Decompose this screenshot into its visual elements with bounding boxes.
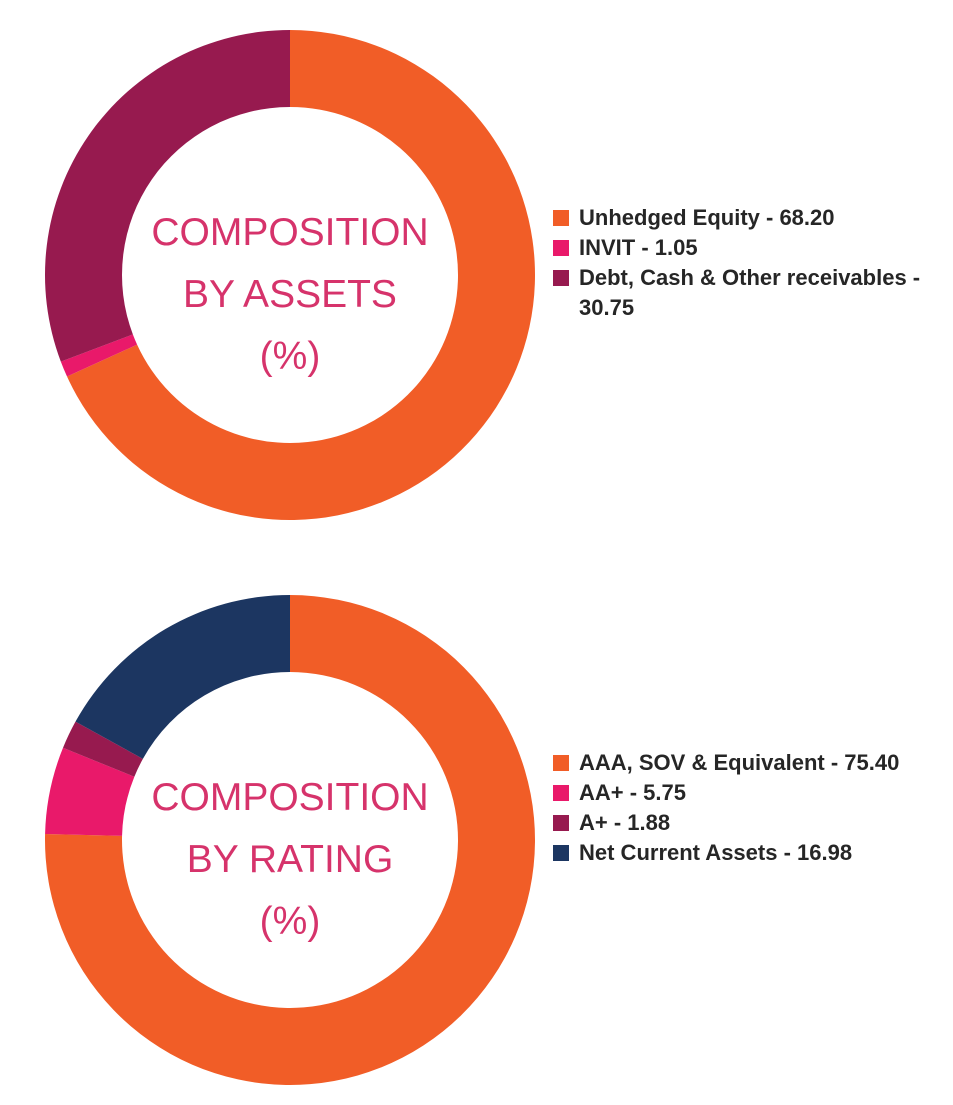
legend-swatch (553, 270, 569, 286)
assets-slice-debt-cash-other-receivables (44, 30, 290, 362)
legend-item-net-current-assets: Net Current Assets - 16.98 (553, 838, 943, 868)
rating-center-line-2: BY RATING (187, 838, 394, 881)
legend-item-debt-cash: Debt, Cash & Other receivables - 30.75 (553, 263, 943, 323)
legend-item-aa-plus: AA+ - 5.75 (553, 778, 943, 808)
assets-slice-invit (60, 334, 138, 377)
assets-slice-unhedged-equity (67, 30, 536, 520)
legend-label: INVIT - 1.05 (579, 235, 698, 260)
legend-label: Net Current Assets - 16.98 (579, 840, 853, 865)
legend-item-invit: INVIT - 1.05 (553, 233, 943, 263)
rating-slice-aaa-sov-equivalent (45, 595, 536, 1085)
legend-swatch (553, 210, 569, 226)
rating-center-line-3: (%) (260, 900, 321, 943)
legend-swatch (553, 815, 569, 831)
legend-item-a-plus: A+ - 1.88 (553, 808, 943, 838)
assets-donut-slices (44, 30, 536, 520)
assets-legend: Unhedged Equity - 68.20 INVIT - 1.05 Deb… (553, 203, 943, 323)
rating-donut-slices (45, 595, 536, 1085)
composition-by-rating-chart: COMPOSITION BY RATING (%) AAA, SOV & Equ… (0, 575, 953, 1095)
legend-label: A+ - 1.88 (579, 810, 671, 835)
assets-donut: COMPOSITION BY ASSETS (%) (44, 30, 536, 520)
rating-slice-a (63, 721, 143, 777)
assets-center-line-3: (%) (260, 335, 321, 378)
rating-slice-aa (45, 747, 135, 836)
legend-label: Unhedged Equity - 68.20 (579, 205, 835, 230)
composition-by-assets-chart: COMPOSITION BY ASSETS (%) Unhedged Equit… (0, 10, 953, 530)
legend-label: AA+ - 5.75 (579, 780, 686, 805)
legend-item-unhedged-equity: Unhedged Equity - 68.20 (553, 203, 943, 233)
rating-slice-net-current-assets (75, 595, 290, 759)
assets-center-line-2: BY ASSETS (183, 273, 397, 316)
assets-center-line-1: COMPOSITION (151, 211, 428, 254)
legend-swatch (553, 845, 569, 861)
legend-label: AAA, SOV & Equivalent - 75.40 (579, 750, 900, 775)
legend-swatch (553, 785, 569, 801)
rating-donut: COMPOSITION BY RATING (%) (45, 595, 536, 1085)
legend-swatch (553, 755, 569, 771)
legend-label: Debt, Cash & Other receivables - 30.75 (579, 265, 921, 320)
rating-center-line-1: COMPOSITION (151, 776, 428, 819)
legend-swatch (553, 240, 569, 256)
rating-legend: AAA, SOV & Equivalent - 75.40 AA+ - 5.75… (553, 748, 943, 868)
legend-item-aaa-sov: AAA, SOV & Equivalent - 75.40 (553, 748, 943, 778)
